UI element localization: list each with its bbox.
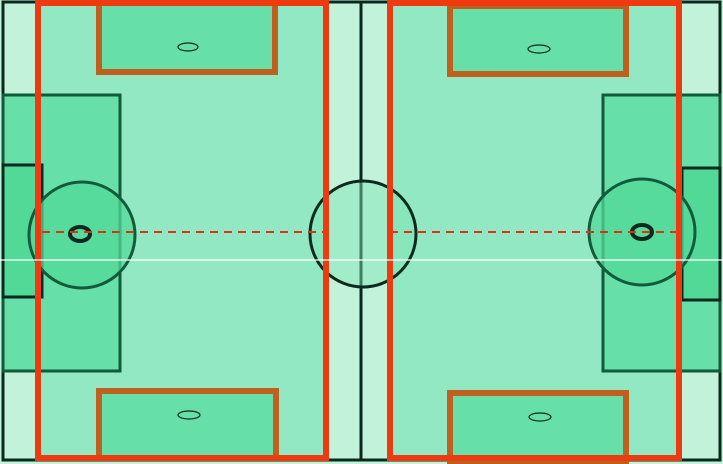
left-bottom-small-goal bbox=[96, 388, 279, 461]
left-top-small-goal bbox=[96, 0, 278, 75]
right-bottom-small-goal-spot bbox=[528, 412, 552, 422]
left-bottom-small-goal-spot bbox=[177, 410, 201, 420]
left-top-small-goal-spot bbox=[177, 42, 199, 52]
left-subfield-outline bbox=[35, 0, 329, 461]
left-penalty-arc bbox=[27, 180, 137, 290]
right-top-small-goal bbox=[447, 3, 629, 77]
left-penalty-spot bbox=[68, 225, 92, 243]
right-subfield-outline bbox=[387, 0, 682, 461]
right-bottom-small-goal bbox=[447, 390, 629, 464]
right-top-small-goal-spot bbox=[527, 44, 551, 54]
